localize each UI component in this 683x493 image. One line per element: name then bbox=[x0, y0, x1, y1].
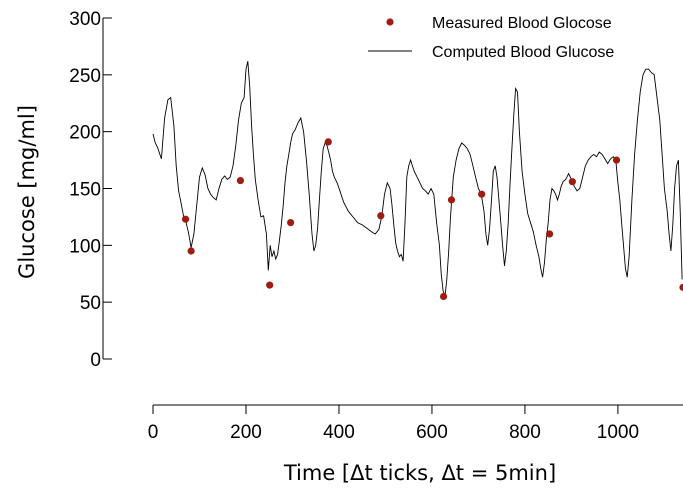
measured-point bbox=[377, 212, 385, 220]
x-tick-label: 800 bbox=[509, 422, 541, 443]
x-tick-label: 0 bbox=[148, 422, 159, 443]
y-tick-label: 0 bbox=[90, 350, 101, 371]
x-tick-label: 600 bbox=[416, 422, 448, 443]
measured-point bbox=[187, 247, 195, 255]
x-ticks: 0 200 400 600 800 1000 bbox=[148, 405, 639, 443]
measured-point bbox=[181, 215, 190, 223]
measured-point bbox=[679, 283, 683, 291]
legend: Measured Blood Glocose Computed Blood Gl… bbox=[368, 15, 614, 61]
measured-point bbox=[324, 138, 332, 146]
y-tick-label: 150 bbox=[69, 180, 101, 201]
legend-measured-marker bbox=[386, 18, 394, 26]
measured-point bbox=[236, 176, 245, 185]
y-tick-label: 300 bbox=[69, 9, 101, 30]
y-tick-label: 200 bbox=[69, 123, 101, 144]
measured-point bbox=[287, 219, 295, 227]
measured-point bbox=[568, 178, 576, 186]
y-tick-label: 100 bbox=[69, 236, 101, 257]
computed-blood-glucose-line bbox=[152, 61, 683, 297]
measured-point bbox=[447, 196, 456, 204]
x-axis-title: Time [Δt ticks, Δt = 5min] bbox=[283, 461, 556, 485]
measured-point bbox=[478, 190, 486, 198]
measured-point bbox=[545, 230, 554, 238]
y-tick-label: 50 bbox=[80, 293, 101, 314]
y-axis-title: Glucose [mg/ml] bbox=[15, 105, 39, 279]
y-tick-label: 250 bbox=[69, 66, 101, 87]
plot-area bbox=[152, 61, 683, 301]
x-tick-label: 1000 bbox=[597, 422, 639, 443]
y-ticks: 0 50 100 150 200 250 300 bbox=[69, 9, 112, 371]
legend-measured-label: Measured Blood Glocose bbox=[432, 15, 612, 32]
measured-point bbox=[439, 292, 448, 301]
measured-point bbox=[612, 156, 621, 164]
x-tick-label: 400 bbox=[323, 422, 355, 443]
measured-blood-glucose-points bbox=[181, 138, 683, 301]
x-tick-label: 200 bbox=[230, 422, 262, 443]
measured-point bbox=[266, 281, 274, 289]
legend-computed-label: Computed Blood Glucose bbox=[432, 44, 614, 61]
